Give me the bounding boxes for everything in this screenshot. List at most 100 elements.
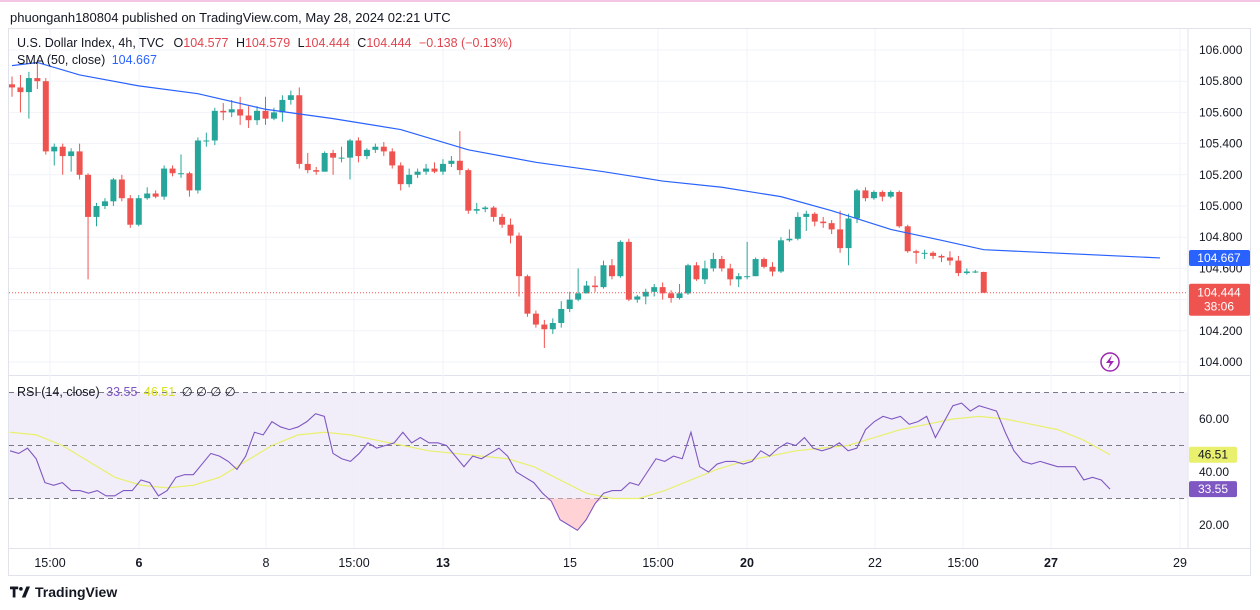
price-tick-label: 104.200 bbox=[1199, 324, 1243, 338]
candle-body bbox=[347, 140, 353, 158]
main-legend: U.S. Dollar Index, 4h, TVC O104.577 H104… bbox=[17, 36, 512, 50]
candle-body bbox=[558, 308, 565, 323]
candle-body bbox=[718, 259, 725, 269]
candle-body bbox=[972, 271, 979, 273]
candle-body bbox=[904, 226, 911, 252]
candle-body bbox=[85, 174, 92, 217]
candle-body bbox=[794, 216, 801, 239]
price-tag bbox=[1189, 283, 1250, 316]
candle-body bbox=[532, 313, 539, 325]
candle-body bbox=[659, 287, 666, 294]
candle-body bbox=[786, 238, 793, 241]
time-tick-label: 6 bbox=[136, 556, 143, 570]
candle-body bbox=[507, 224, 514, 236]
candle-body bbox=[769, 266, 776, 272]
candle-body bbox=[963, 271, 970, 274]
time-tick-label: 8 bbox=[263, 556, 270, 570]
candle-body bbox=[254, 110, 261, 121]
top-accent-line bbox=[0, 0, 1260, 2]
candle-body bbox=[439, 163, 446, 172]
candle-body bbox=[161, 168, 168, 197]
candle-body bbox=[431, 168, 438, 172]
candle-body bbox=[59, 146, 66, 157]
high-value: 104.579 bbox=[244, 36, 291, 50]
rsi-tick-label: 60.00 bbox=[1199, 412, 1229, 426]
symbol-label[interactable]: U.S. Dollar Index, 4h, TVC bbox=[17, 36, 165, 50]
candle-body bbox=[744, 276, 751, 278]
rsi-tag bbox=[1189, 481, 1237, 498]
high-label: H bbox=[235, 36, 245, 50]
candle-body bbox=[752, 259, 759, 277]
candle-body bbox=[203, 140, 210, 142]
publisher-header: phuonganh180804 published on TradingView… bbox=[10, 10, 451, 25]
rsi-ma-line bbox=[9, 415, 1111, 500]
candle-body bbox=[642, 291, 649, 297]
candle-body bbox=[127, 198, 134, 225]
candle-body bbox=[406, 174, 413, 185]
tradingview-logo-icon bbox=[10, 586, 30, 598]
time-tick-label: 22 bbox=[868, 556, 882, 570]
candle-body bbox=[338, 157, 345, 159]
candle-body bbox=[414, 171, 421, 175]
candle-body bbox=[930, 252, 937, 256]
candle-body bbox=[625, 241, 632, 300]
candle-body bbox=[389, 151, 396, 166]
candle-body bbox=[220, 110, 227, 113]
candle-body bbox=[600, 265, 607, 288]
candle-body bbox=[330, 152, 337, 158]
candle-body bbox=[93, 206, 100, 217]
candle-body bbox=[465, 170, 472, 211]
candle-body bbox=[9, 84, 15, 88]
rsi-oversold-fill bbox=[542, 498, 604, 531]
candle-body bbox=[608, 265, 615, 277]
rsi-legend-value: 33.55 bbox=[106, 385, 138, 399]
candle-body bbox=[980, 271, 987, 293]
close-value: 104.444 bbox=[366, 36, 412, 50]
price-tag-value: 104.444 bbox=[1197, 286, 1241, 300]
footer-brand: TradingView bbox=[10, 584, 117, 600]
sma-legend-value: 104.667 bbox=[111, 53, 157, 67]
time-tick-label: 15:00 bbox=[338, 556, 369, 570]
candle-body bbox=[68, 151, 75, 157]
price-tick-label: 105.800 bbox=[1199, 74, 1243, 88]
candle-body bbox=[676, 293, 683, 299]
candle-body bbox=[634, 296, 641, 300]
candle-body bbox=[363, 149, 370, 157]
candle-body bbox=[25, 78, 32, 93]
candle-body bbox=[710, 259, 717, 269]
candle-body bbox=[380, 146, 387, 152]
candle-body bbox=[617, 241, 624, 277]
candle-body bbox=[490, 207, 497, 217]
rsi-label[interactable]: RSI (14, close) bbox=[17, 385, 100, 399]
candle-body bbox=[423, 168, 430, 172]
candle-body bbox=[887, 191, 894, 197]
countdown-value: 38:06 bbox=[1204, 300, 1234, 314]
price-tick-label: 104.800 bbox=[1199, 230, 1243, 244]
candle-body bbox=[583, 285, 590, 294]
candle-body bbox=[845, 218, 852, 249]
open-value: 104.577 bbox=[183, 36, 229, 50]
candle-body bbox=[313, 170, 320, 172]
candle-body bbox=[735, 276, 742, 280]
candle-body bbox=[110, 179, 117, 202]
candle-body bbox=[304, 163, 311, 171]
time-tick-label: 15:00 bbox=[34, 556, 65, 570]
candle-body bbox=[777, 240, 784, 272]
candle-body bbox=[811, 213, 818, 222]
candle-body bbox=[211, 110, 218, 141]
candle-body bbox=[355, 140, 362, 157]
candle-body bbox=[701, 268, 708, 280]
sma-label[interactable]: SMA (50, close) bbox=[17, 53, 106, 67]
candle-body bbox=[321, 152, 328, 172]
sma-tag-value: 104.667 bbox=[1197, 251, 1241, 265]
candle-body bbox=[727, 268, 734, 280]
rsi-ma-tag-value: 46.51 bbox=[1198, 448, 1228, 462]
candle-body bbox=[854, 190, 860, 219]
price-tick-label: 104.000 bbox=[1199, 355, 1243, 369]
candle-body bbox=[237, 109, 244, 116]
candle-body bbox=[372, 146, 379, 150]
candle-body bbox=[803, 213, 810, 217]
candle-body bbox=[828, 223, 835, 230]
rsi-tag-value: 33.55 bbox=[1198, 482, 1228, 496]
